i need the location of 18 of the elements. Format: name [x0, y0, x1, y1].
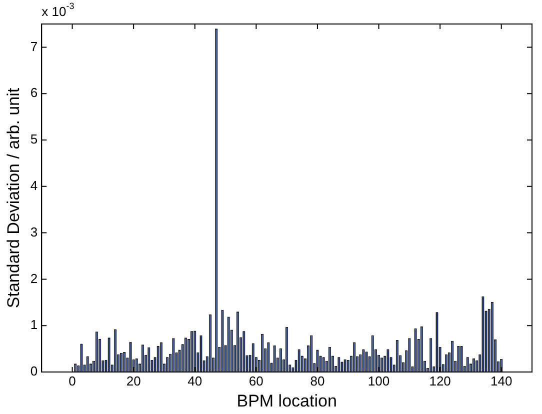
y-tick-label: 2: [30, 270, 38, 286]
x-tick-label: 0: [68, 373, 76, 388]
x-tick-label: 100: [368, 373, 390, 388]
x-tick-label: 120: [429, 373, 451, 388]
x-tick-label: 140: [490, 373, 512, 388]
x-tick-label: 60: [248, 373, 264, 388]
y-tick-label: 6: [30, 85, 38, 100]
y-tick-label: 1: [30, 317, 38, 332]
y-tick-label: 3: [30, 224, 38, 240]
y-tick-label: 4: [30, 178, 38, 193]
x-axis-title: BPM location: [236, 391, 337, 410]
y-tick-label: 7: [30, 38, 38, 54]
y-tick-label: 0: [30, 364, 38, 379]
x-tick-label: 20: [126, 373, 141, 388]
y-tick-label: 5: [30, 132, 38, 147]
x-tick-label: 80: [310, 373, 325, 388]
y-axis-title: Standard Deviation / arb. unit: [4, 88, 23, 308]
x-tick-label: 40: [188, 373, 202, 388]
